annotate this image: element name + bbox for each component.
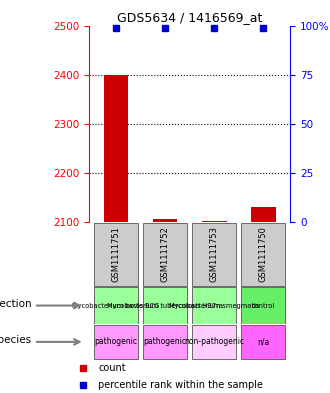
Text: control: control [252,303,275,309]
Text: GSM1111752: GSM1111752 [161,226,170,283]
Text: pathogenic: pathogenic [95,338,138,346]
Title: GDS5634 / 1416569_at: GDS5634 / 1416569_at [117,11,262,24]
FancyBboxPatch shape [94,287,138,324]
Text: Mycobacterium tuberculosis H37ra: Mycobacterium tuberculosis H37ra [107,303,223,309]
FancyBboxPatch shape [192,223,236,286]
Text: GSM1111750: GSM1111750 [259,226,268,283]
Bar [104,75,128,222]
Text: species: species [0,335,31,345]
Text: Mycobacterium smegmatis: Mycobacterium smegmatis [169,303,259,309]
Bar [251,207,276,222]
Text: count: count [98,363,126,373]
FancyBboxPatch shape [241,287,285,324]
Text: GSM1111751: GSM1111751 [112,226,120,283]
Text: Mycobacterium bovis BCG: Mycobacterium bovis BCG [73,303,160,309]
FancyBboxPatch shape [192,287,236,324]
Text: percentile rank within the sample: percentile rank within the sample [98,380,263,389]
Text: infection: infection [0,299,31,309]
FancyBboxPatch shape [241,325,285,359]
Text: GSM1111753: GSM1111753 [210,226,219,283]
FancyBboxPatch shape [143,287,187,324]
FancyBboxPatch shape [94,223,138,286]
FancyBboxPatch shape [241,223,285,286]
Text: pathogenic: pathogenic [144,338,187,346]
FancyBboxPatch shape [143,325,187,359]
Text: n/a: n/a [257,338,270,346]
Bar [153,219,178,222]
FancyBboxPatch shape [192,325,236,359]
Bar [202,220,227,222]
Text: non-pathogenic: non-pathogenic [184,338,244,346]
FancyBboxPatch shape [94,325,138,359]
FancyBboxPatch shape [143,223,187,286]
